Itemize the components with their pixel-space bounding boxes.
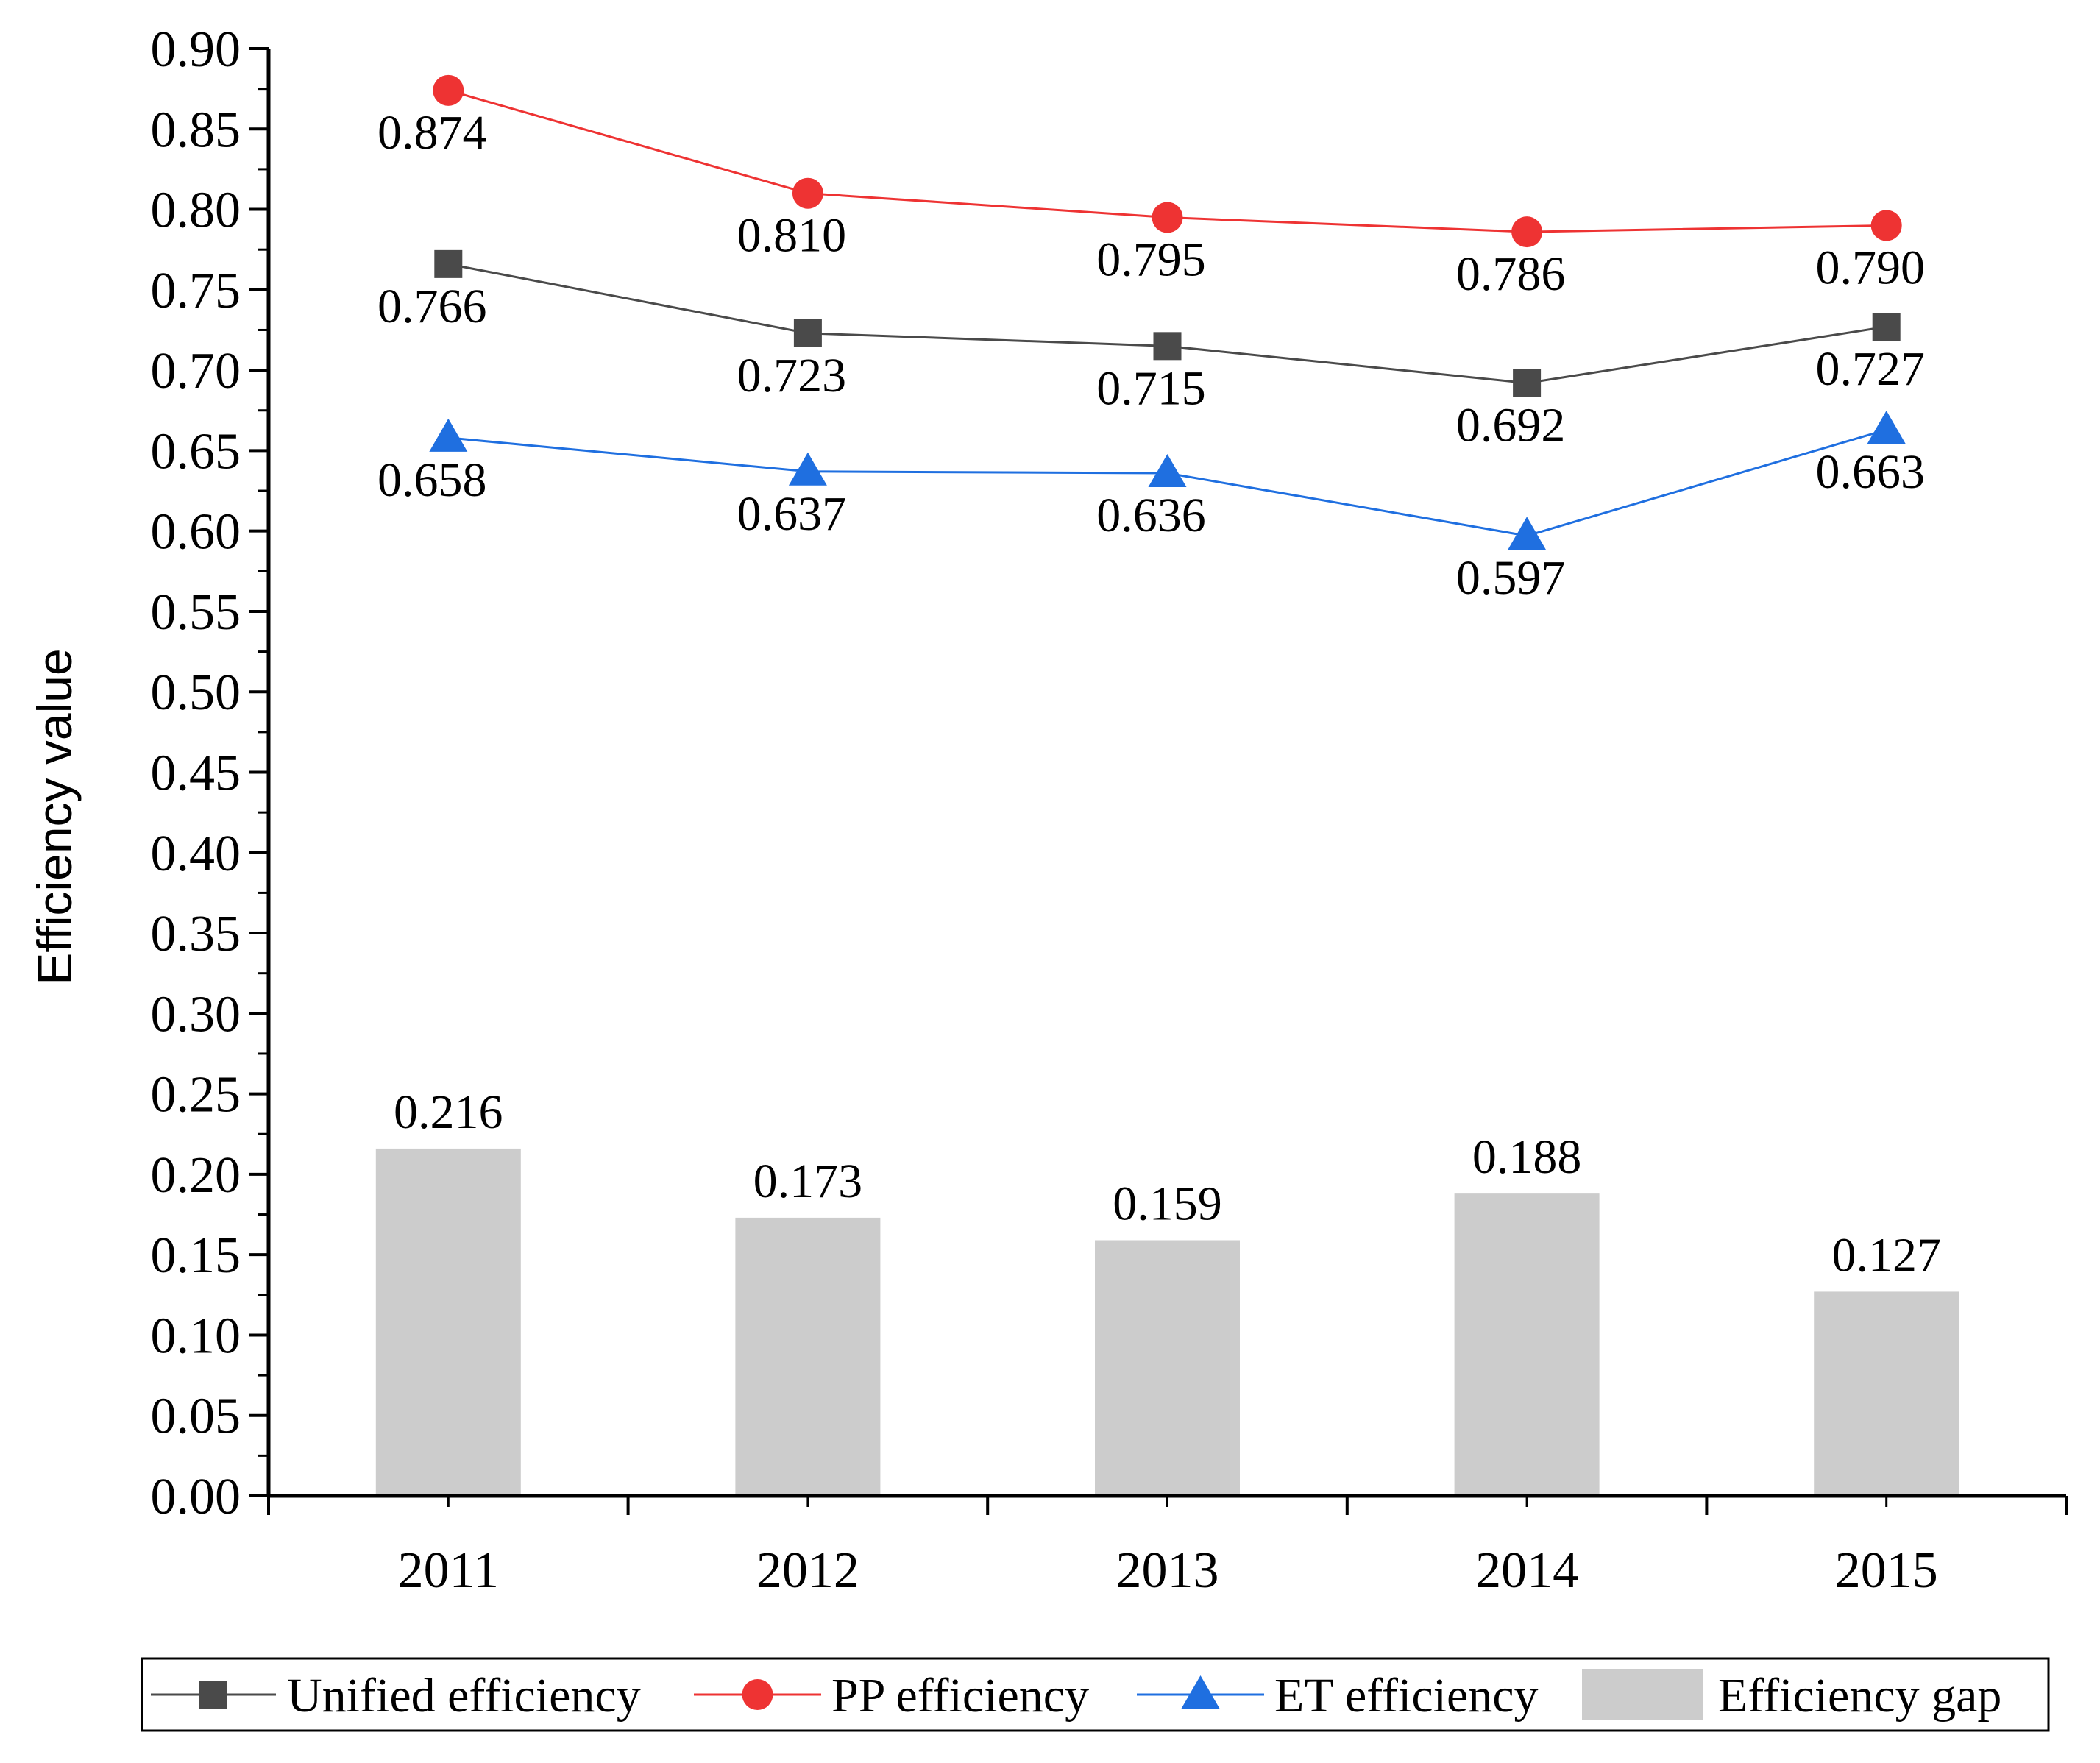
y-tick-label: 0.40 [151,826,241,882]
point-square-0-0 [434,249,463,278]
y-tick-label: 0.55 [151,584,241,641]
line-layer [429,74,1906,550]
point-label-2-4: 0.663 [1815,445,1925,499]
data-label-layer: 0.216 0.173 0.159 0.188 0.127 0.766 0.723 0.715… [377,106,1941,1283]
point-label-0-0: 0.766 [377,280,487,333]
point-circle-1-0 [433,74,464,106]
y-tick-label: 0.75 [151,263,241,319]
bar-label-2013: 0.159 [1113,1177,1222,1230]
y-tick-label: 0.65 [151,423,241,480]
y-tick-label: 0.80 [151,182,241,239]
point-triangle-2-2 [1148,453,1187,487]
bar-layer [375,1148,1959,1496]
bar-2011 [375,1148,521,1496]
point-square-0-2 [1153,332,1182,361]
legend-label-1: PP efficiency [831,1669,1089,1723]
point-label-1-2: 0.795 [1096,233,1206,286]
bar-label-2012: 0.173 [753,1154,863,1208]
y-tick-label: 0.85 [151,102,241,158]
legend-label-0: Unified efficiency [287,1669,641,1723]
y-tick-label: 0.70 [151,343,241,400]
point-triangle-2-1 [788,452,827,486]
bar-label-2014: 0.188 [1472,1130,1582,1184]
point-circle-1-3 [1511,216,1543,248]
point-label-2-0: 0.658 [377,453,487,507]
bar-label-2015: 0.127 [1831,1228,1941,1282]
y-tick-label: 0.15 [151,1227,241,1284]
point-label-1-3: 0.786 [1456,247,1566,301]
y-tick-label: 0.10 [151,1308,241,1364]
y-tick-label: 0.90 [151,21,241,78]
y-tick-label: 0.00 [151,1469,241,1525]
point-label-1-0: 0.874 [377,106,487,160]
point-square-0-3 [1513,369,1542,397]
point-square-0-4 [1872,313,1901,341]
point-circle-1-2 [1152,202,1183,233]
point-label-2-2: 0.636 [1096,489,1206,542]
y-tick-label: 0.60 [151,504,241,561]
y-tick-label: 0.35 [151,906,241,962]
y-axis-label: Efficiency value [27,648,82,985]
point-label-1-1: 0.810 [737,209,847,263]
bar-2012 [735,1217,881,1496]
x-tick-label-2011: 2011 [398,1542,499,1599]
point-label-2-1: 0.637 [737,487,847,541]
bar-label-2011: 0.216 [394,1085,503,1139]
y-tick-label: 0.45 [151,745,241,802]
y-tick-label: 0.25 [151,1067,241,1124]
axes: 0.00 0.05 0.10 0.15 0.20 0.25 0.30 0.35 0.40 0.45… [151,21,2068,1599]
point-label-0-4: 0.727 [1815,342,1925,396]
legend-label-3: Efficiency gap [1718,1669,2001,1723]
y-tick-label: 0.50 [151,664,241,721]
bar-2015 [1814,1291,1959,1496]
x-tick-label-2015: 2015 [1835,1542,1938,1599]
point-triangle-2-4 [1867,410,1906,444]
point-label-0-3: 0.692 [1456,399,1566,453]
y-tick-label: 0.20 [151,1147,241,1204]
point-circle-1-4 [1870,210,1902,241]
legend-marker-triangle [1181,1675,1220,1709]
legend-marker-square [199,1681,227,1709]
x-tick-label-2013: 2013 [1116,1542,1219,1599]
point-label-1-4: 0.790 [1815,241,1925,294]
legend-label-2: ET efficiency [1274,1669,1539,1723]
y-axis-label-group: Efficiency value [27,648,82,985]
bar-2014 [1454,1193,1600,1496]
x-tick-label-2012: 2012 [756,1542,859,1599]
point-label-0-1: 0.723 [737,349,847,402]
point-triangle-2-0 [429,418,468,452]
y-tick-label: 0.05 [151,1388,241,1445]
point-square-0-1 [793,319,822,347]
legend-marker-circle [742,1679,773,1710]
bar-2013 [1095,1240,1240,1496]
point-triangle-2-3 [1508,517,1547,550]
legend-box [141,1657,2050,1732]
x-tick-label-2014: 2014 [1475,1542,1578,1599]
legend: Unified efficiency PP efficiency ET effici… [141,1657,2050,1732]
point-circle-1-1 [792,177,823,209]
point-label-2-3: 0.597 [1456,551,1566,605]
legend-swatch-bar [1582,1669,1703,1720]
point-label-0-2: 0.715 [1096,361,1206,415]
y-tick-label: 0.30 [151,986,241,1043]
